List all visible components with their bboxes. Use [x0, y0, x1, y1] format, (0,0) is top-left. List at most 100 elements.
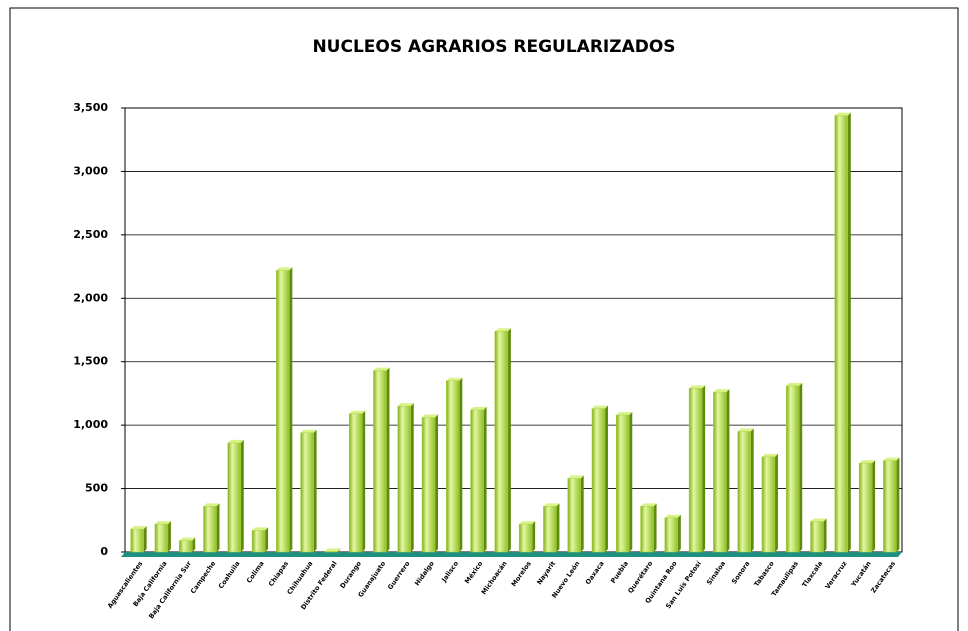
y-tick-label: 3,000: [73, 164, 108, 177]
bar: [640, 506, 654, 553]
bar-side: [532, 521, 536, 552]
bar: [616, 414, 630, 553]
bar-top: [810, 518, 827, 522]
bar-side: [702, 385, 706, 552]
bar-top: [179, 537, 196, 541]
bar-side: [143, 526, 147, 552]
bar-side: [410, 403, 414, 552]
bar-top: [640, 503, 657, 507]
bar: [834, 115, 849, 553]
bar-top: [130, 526, 147, 530]
y-tick-label: 1,000: [73, 418, 108, 431]
bar-top: [203, 503, 220, 507]
bar-top: [689, 385, 706, 389]
bar-top: [543, 503, 560, 507]
bar: [348, 413, 363, 553]
bar: [883, 460, 897, 553]
bar-side: [337, 548, 341, 552]
bar-side: [459, 377, 463, 552]
bar: [494, 331, 509, 553]
bar-side: [483, 406, 487, 552]
bar: [276, 270, 290, 553]
bar: [664, 517, 679, 553]
bar-side: [677, 514, 681, 552]
bar-side: [750, 428, 754, 552]
bar-side: [240, 439, 244, 552]
bar: [761, 456, 776, 553]
bar: [470, 409, 484, 553]
bar: [785, 385, 800, 553]
bar-side: [265, 527, 269, 552]
bar-top: [591, 405, 608, 409]
bar-side: [313, 429, 317, 552]
bar-top: [664, 514, 681, 518]
bar-side: [872, 460, 876, 552]
bar-side: [507, 328, 511, 552]
bar: [567, 478, 581, 553]
bar-top: [761, 453, 778, 457]
bar-side: [653, 503, 657, 552]
chart-title: NUCLEOS AGRARIOS REGULARIZADOS: [312, 37, 675, 57]
bar: [203, 506, 217, 553]
bar-top: [616, 411, 633, 415]
bar-top: [883, 457, 900, 461]
bar-top: [397, 403, 414, 407]
bar-side: [216, 503, 220, 552]
bar-side: [167, 521, 171, 552]
bar-top: [373, 367, 390, 371]
bar: [518, 523, 533, 553]
bar: [373, 370, 387, 553]
bar: [713, 391, 727, 553]
bar-side: [580, 475, 584, 552]
bar-side: [799, 382, 803, 552]
bar: [591, 408, 606, 553]
bar-top: [713, 389, 730, 393]
bar: [688, 388, 703, 553]
bar: [300, 432, 314, 553]
bar-top: [446, 377, 463, 381]
bar-top: [834, 112, 851, 116]
bar: [446, 380, 460, 553]
bar: [178, 540, 193, 553]
bar: [543, 506, 557, 553]
bar-top: [252, 527, 269, 531]
bar: [227, 442, 242, 553]
bar: [737, 431, 751, 553]
y-tick-label: 2,000: [73, 291, 108, 304]
bar: [810, 521, 824, 553]
bar-side: [823, 518, 827, 552]
bar-top: [859, 460, 876, 464]
bar-side: [192, 537, 196, 552]
bar-top: [154, 521, 171, 525]
bar-side: [386, 367, 390, 552]
bar-top: [737, 428, 754, 432]
bar: [251, 530, 266, 553]
bar-top: [470, 406, 487, 410]
bar-side: [556, 503, 560, 552]
bar-top: [227, 439, 244, 443]
bar: [324, 551, 339, 553]
bar: [154, 523, 169, 553]
bar-top: [567, 475, 584, 479]
bar-top: [276, 267, 293, 271]
bar-side: [362, 410, 366, 552]
bar: [858, 462, 873, 553]
bar-side: [896, 457, 900, 552]
y-tick-label: 2,500: [73, 228, 108, 241]
bar-side: [774, 453, 778, 552]
bar-top: [300, 429, 317, 433]
bar-top: [494, 328, 511, 332]
bar-side: [435, 414, 439, 552]
bar-top: [349, 410, 366, 414]
y-tick-label: 0: [100, 545, 108, 558]
bar-side: [604, 405, 608, 552]
bar-top: [324, 548, 341, 552]
bar-side: [847, 112, 851, 553]
bar-top: [519, 521, 536, 525]
y-tick-label: 1,500: [73, 355, 108, 368]
bar-top: [422, 414, 439, 418]
bar-top: [786, 382, 803, 386]
bar: [130, 528, 144, 553]
